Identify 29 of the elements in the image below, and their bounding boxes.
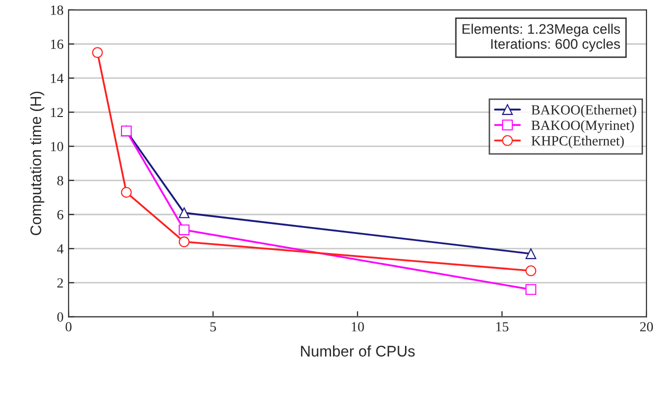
y-tick-label: 18 — [51, 5, 64, 15]
y-tick-label: 4 — [57, 244, 64, 254]
x-tick-label: 0 — [66, 322, 72, 332]
point — [526, 248, 536, 260]
point — [178, 224, 190, 236]
y-tick-label: 6 — [57, 210, 64, 220]
point — [120, 186, 132, 198]
y-tick-label: 14 — [51, 74, 64, 83]
y-axis-title: Computation time (H) — [30, 92, 44, 236]
point — [178, 236, 190, 248]
y-tick-label: 0 — [57, 312, 64, 322]
point — [526, 284, 536, 295]
legend-label: KHPC(Ethernet) — [531, 136, 624, 148]
y-tick-label: 8 — [57, 176, 64, 186]
point — [92, 47, 103, 58]
y-tick-label: 2 — [57, 278, 63, 288]
x-axis-title: Number of CPUs — [301, 345, 415, 357]
legend-label: BAKOO(Ethernet) — [531, 104, 636, 118]
x-tick-label: 10 — [352, 322, 364, 332]
x-tick-label: 20 — [640, 322, 653, 332]
y-tick-label: 16 — [51, 40, 64, 49]
y-tick-label: 12 — [51, 108, 63, 118]
point — [178, 207, 190, 218]
x-tick-label: 15 — [496, 322, 508, 332]
legend-label: BAKOO(Myrinet) — [531, 120, 634, 133]
y-tick-label: 10 — [51, 142, 64, 152]
x-tick-label: 5 — [210, 322, 216, 332]
annotation: Elements: 1.23Mega cells Iterations: 600 cycles — [462, 24, 620, 52]
point — [526, 265, 536, 276]
